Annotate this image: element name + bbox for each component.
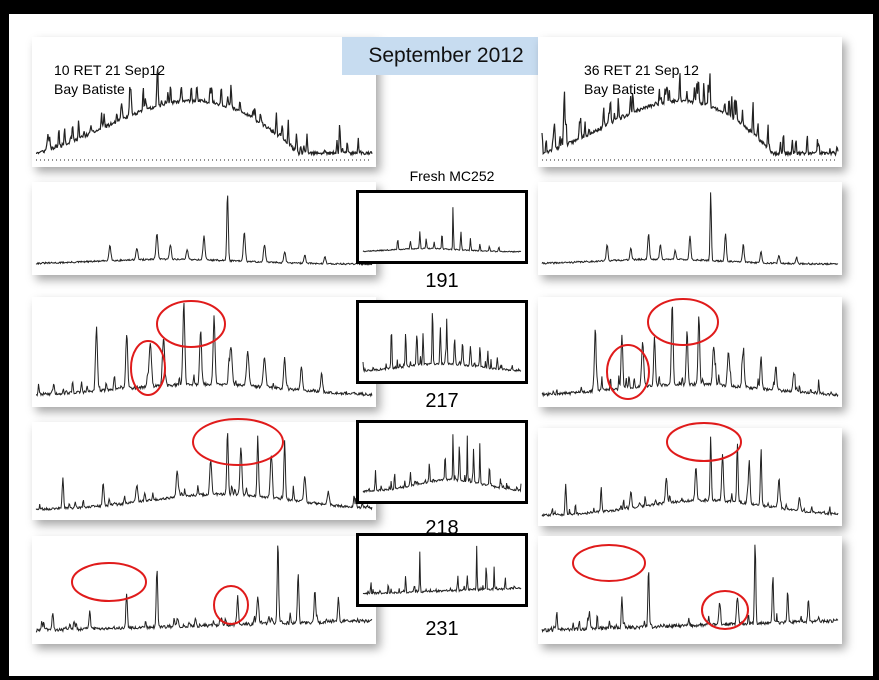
chromatogram-left-217 xyxy=(32,297,376,407)
chromatogram-right-231-plot xyxy=(541,544,839,633)
left-sample-name: 10 RET 21 Sep12 xyxy=(54,62,166,78)
fresh-mc252-label: Fresh MC252 xyxy=(409,168,495,184)
chromatogram-left-191-plot xyxy=(35,195,373,266)
chromatogram-trace xyxy=(362,545,522,596)
chromatogram-right-217-plot xyxy=(541,306,839,398)
chromatogram-trace xyxy=(541,544,839,633)
right-sample-name: 36 RET 21 Sep 12 xyxy=(584,62,699,78)
chromatogram-left-231-plot xyxy=(35,545,373,633)
chromatogram-left-191 xyxy=(32,182,376,275)
chromatogram-left-total: 10 RET 21 Sep12 Bay Batiste xyxy=(32,37,376,167)
chromatogram-left-217-plot xyxy=(36,302,373,398)
chromatogram-left-218 xyxy=(32,422,376,520)
chromatogram-trace xyxy=(362,434,522,494)
chromatogram-fresh-231-plot xyxy=(362,545,522,596)
chromatogram-left-218-plot xyxy=(35,433,373,512)
chromatogram-trace xyxy=(35,195,373,266)
row-label-231: 231 xyxy=(425,618,459,640)
chromatogram-left-total-plot xyxy=(35,68,373,161)
left-site-name: Bay Batiste xyxy=(54,81,125,97)
chromatogram-fresh-218 xyxy=(356,420,528,504)
chromatogram-trace xyxy=(35,545,373,633)
chromatogram-trace xyxy=(35,68,373,157)
chromatogram-fresh-217-plot xyxy=(362,313,522,374)
chromatogram-right-total: 36 RET 21 Sep 12 Bay Batiste xyxy=(538,37,842,167)
chromatogram-trace xyxy=(362,207,522,253)
chromatogram-fresh-218-plot xyxy=(362,434,522,494)
chromatogram-fresh-217 xyxy=(356,300,528,384)
figure-title: September 2012 xyxy=(342,37,550,75)
left-panel-label: 10 RET 21 Sep12 Bay Batiste xyxy=(54,61,165,99)
chromatogram-trace xyxy=(362,313,522,374)
right-panel-label: 36 RET 21 Sep 12 Bay Batiste xyxy=(584,61,699,99)
chromatogram-fresh-191 xyxy=(356,190,528,264)
chromatogram-fresh-231 xyxy=(356,533,528,607)
chromatogram-trace xyxy=(541,436,839,518)
right-site-name: Bay Batiste xyxy=(584,81,655,97)
chromatogram-trace xyxy=(541,192,839,266)
chromatogram-right-218-plot xyxy=(541,436,839,518)
chromatogram-right-231 xyxy=(538,536,842,644)
chromatogram-right-217 xyxy=(538,297,842,407)
figure-frame: 10 RET 21 Sep12 Bay Batiste September 20… xyxy=(9,14,873,676)
chromatogram-right-total-plot xyxy=(541,73,839,161)
chromatogram-fresh-191-plot xyxy=(362,207,522,253)
row-label-217: 217 xyxy=(425,390,459,412)
chromatogram-right-191 xyxy=(538,182,842,275)
chromatogram-trace xyxy=(541,306,839,398)
chromatogram-right-218 xyxy=(538,428,842,526)
chromatogram-left-231 xyxy=(32,536,376,644)
chromatogram-right-191-plot xyxy=(541,192,839,266)
chromatogram-trace xyxy=(36,302,373,398)
row-label-191: 191 xyxy=(425,270,459,292)
chromatogram-trace xyxy=(35,433,373,512)
chromatogram-trace xyxy=(541,73,839,158)
